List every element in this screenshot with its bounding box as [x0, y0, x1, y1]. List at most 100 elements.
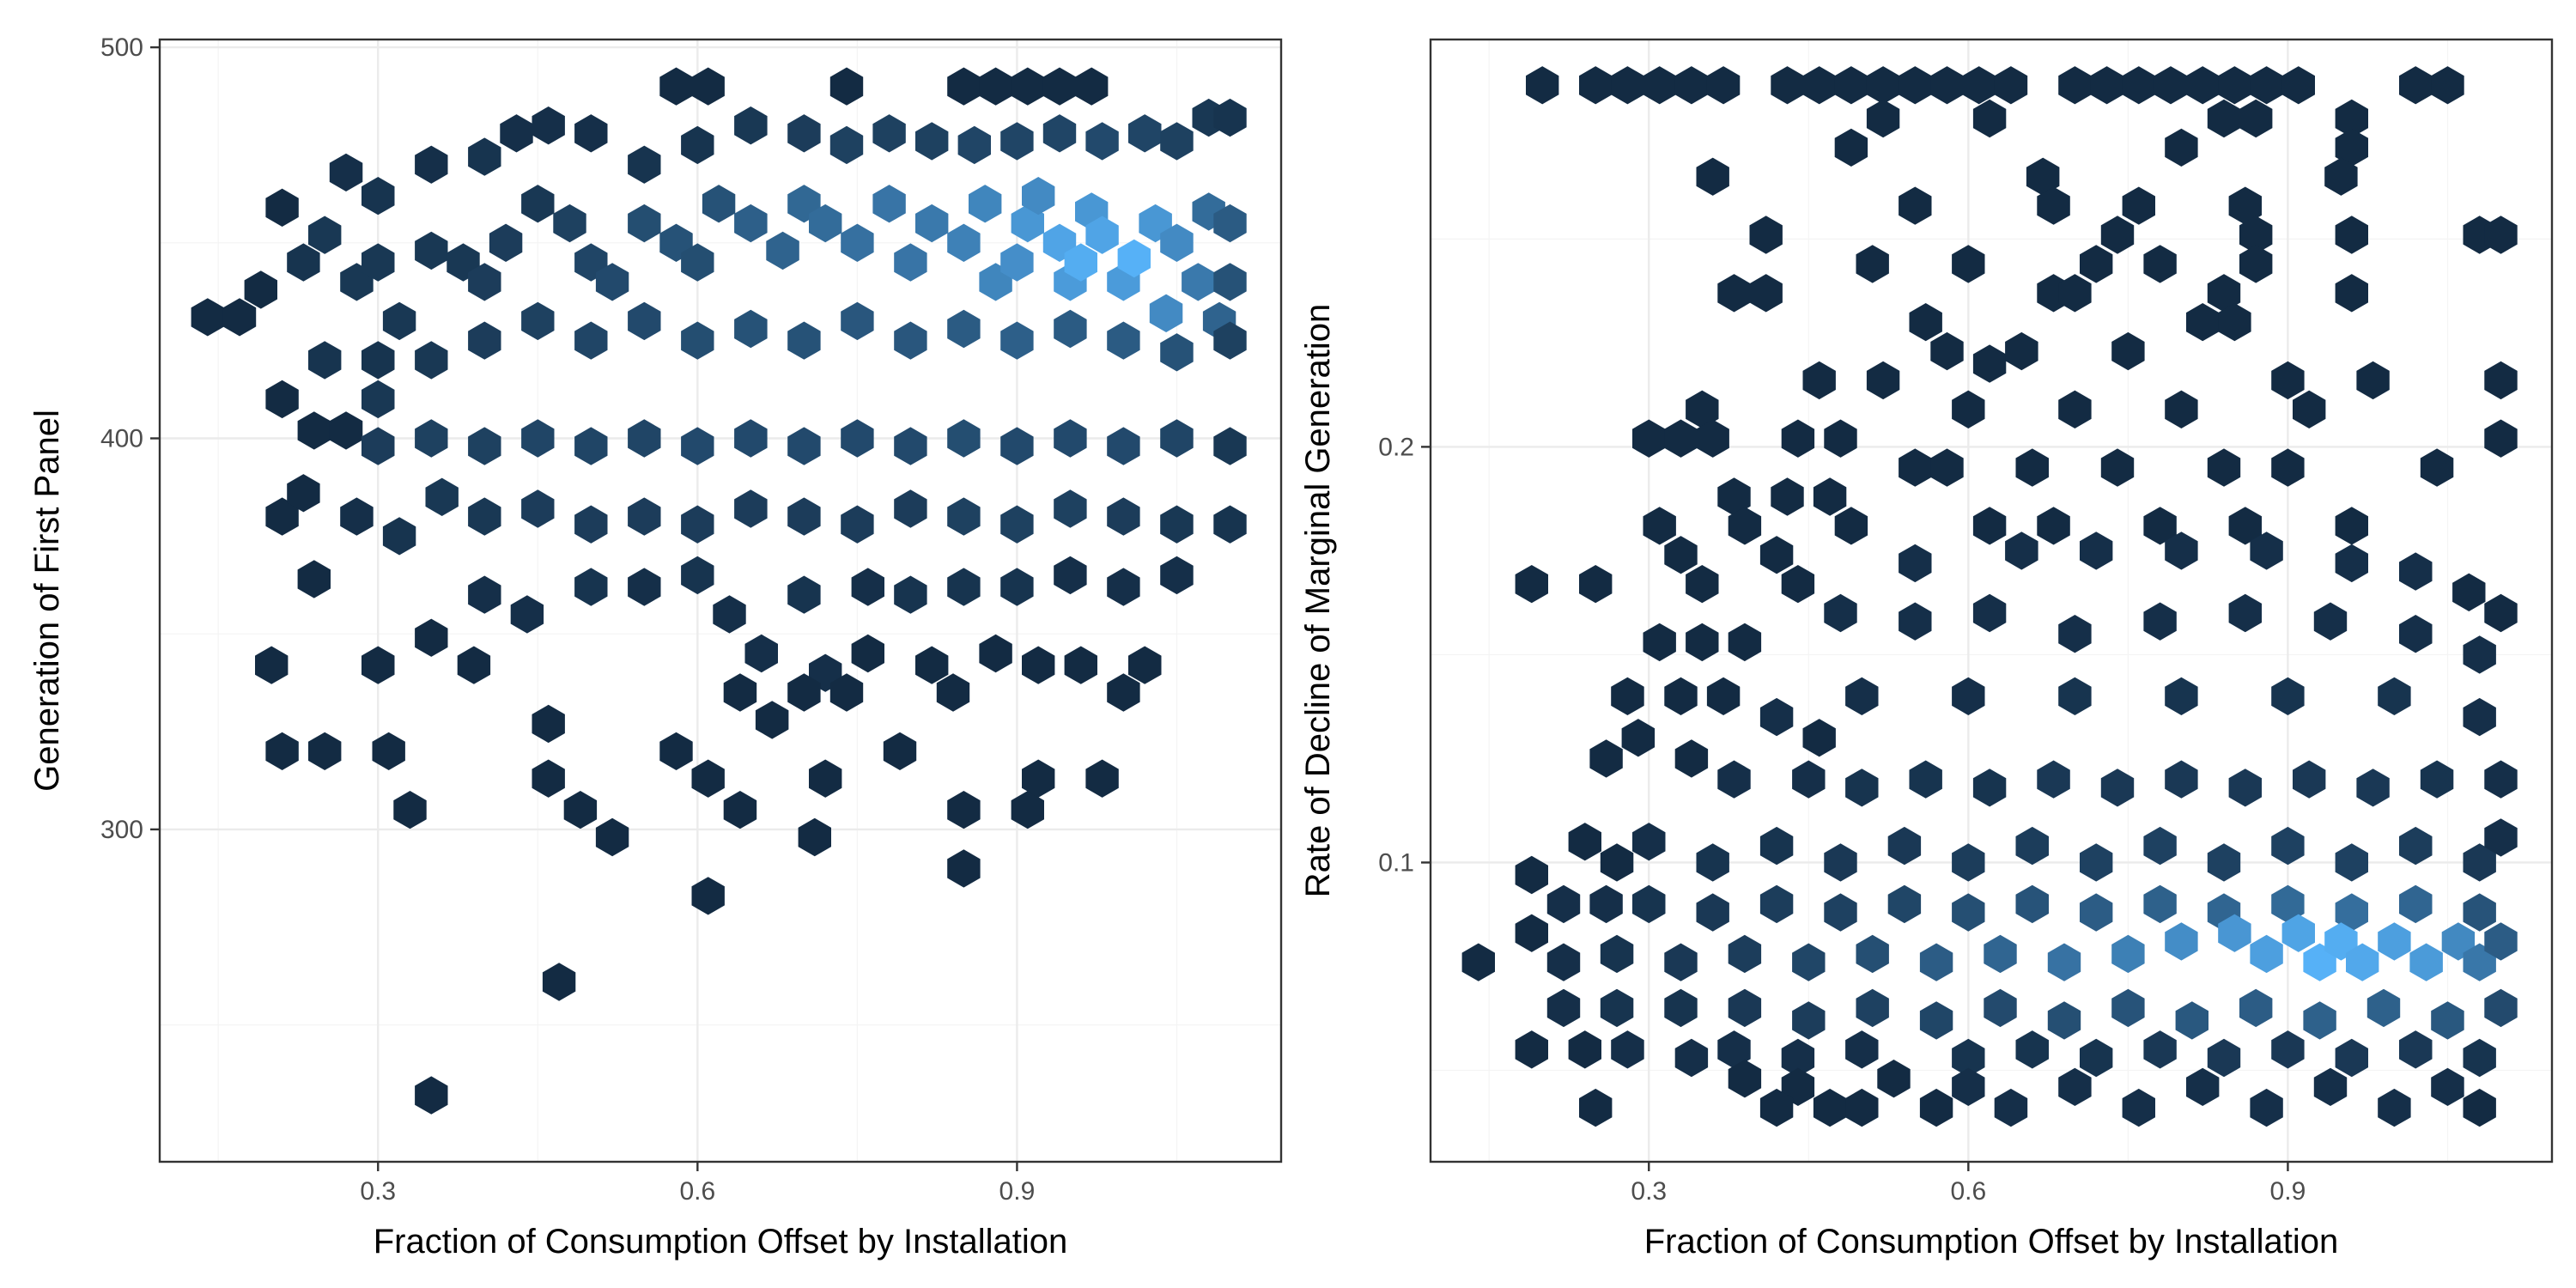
hexbin-cell	[1899, 66, 1932, 105]
hexbin-cell	[1696, 843, 1729, 882]
hexbin-cell	[2058, 274, 2092, 313]
hexbin-cell	[510, 595, 544, 634]
hexbin-cell	[1000, 568, 1034, 606]
hexbin-cell	[1000, 243, 1034, 282]
hexbin-cell	[681, 505, 714, 544]
hexbin-cell	[766, 231, 799, 270]
hexbin-cell	[1579, 66, 1613, 105]
hexbin-cell	[1515, 914, 1548, 952]
hexbin-cell	[1909, 303, 1942, 342]
hexbin-cell	[2335, 1038, 2368, 1078]
hexbin-cell	[1899, 186, 1932, 225]
hexbin-cell	[2143, 507, 2177, 545]
hexbin-cell	[2165, 760, 2198, 799]
panel-right: 0.3 0.6 0.9 0.1 0.2 Fraction of Consumption…	[1299, 38, 2554, 1261]
hexbin-cell	[2271, 884, 2305, 924]
hexbin-cell	[1000, 321, 1034, 360]
hexbin-cell	[947, 791, 981, 829]
y-axis-title: Generation of First Panel	[28, 410, 66, 792]
hexbin-cell	[1717, 477, 1751, 516]
hexbin-layer	[1461, 66, 2518, 1127]
hexbin-cell	[1128, 114, 1162, 153]
hexbin-cell	[2143, 1030, 2177, 1069]
hexbin-cell	[2271, 677, 2305, 715]
hexbin-cell	[829, 125, 864, 165]
hexbin-cell	[2207, 274, 2241, 313]
hexbin-cell	[1909, 760, 1942, 799]
hexbin-cell	[457, 646, 491, 684]
hexbin-cell	[1749, 216, 1783, 254]
hexbin-cell	[1064, 243, 1097, 282]
hexbin-cell	[1568, 823, 1601, 861]
hexbin-cell	[2207, 99, 2241, 138]
hexbin-cell	[979, 67, 1012, 106]
hexbin-cell	[1686, 623, 1719, 662]
hexbin-cell	[1834, 507, 1868, 545]
hexbin-cell	[969, 185, 1002, 223]
hexbin-cell	[1919, 943, 1953, 981]
hexbin-cell	[1792, 943, 1826, 981]
hexbin-cell	[191, 298, 224, 337]
hexbin-cell	[2463, 1088, 2496, 1127]
hexbin-cell	[1515, 565, 1548, 604]
hexbin-cell	[1845, 677, 1879, 715]
hexbin-cell	[1000, 122, 1034, 161]
hexbin-cell	[2058, 1067, 2092, 1106]
x-tick-label: 0.3	[1631, 1177, 1667, 1206]
hexbin-cell	[265, 497, 299, 536]
hexbin-cell	[2250, 1088, 2283, 1127]
panel-left: 0.3 0.6 0.9 300 400 500 Fraction of Consumpt…	[28, 33, 1283, 1261]
hexbin-cell	[1213, 204, 1247, 243]
hexbin-cell	[1728, 1060, 1762, 1098]
hexbin-cell	[681, 243, 714, 282]
hexbin-cell	[2228, 593, 2262, 633]
hexbin-cell	[2100, 769, 2135, 807]
hexbin-cell	[532, 106, 565, 145]
hexbin-cell	[1952, 893, 1985, 932]
hexbin-cell	[1899, 544, 1932, 583]
hexbin-cell	[1579, 565, 1613, 604]
hexbin-cell	[1611, 1030, 1644, 1069]
hexbin-cell	[1213, 505, 1247, 544]
hexbin-cell	[2250, 66, 2283, 105]
hexbin-cell	[574, 321, 608, 360]
hexbin-cell	[1824, 593, 1857, 633]
hexbin-cell	[2271, 1030, 2305, 1069]
hexbin-cell	[1632, 823, 1666, 861]
hexbin-cell	[521, 185, 555, 223]
y-tick-label: 500	[100, 33, 143, 62]
hexbin-cell	[2122, 1088, 2155, 1127]
hexbin-cell	[2399, 66, 2433, 105]
hexbin-cell	[1674, 1038, 1709, 1078]
hexbin-cell	[1042, 67, 1077, 106]
hexbin-cell	[723, 791, 757, 829]
hexbin-cell	[2250, 934, 2283, 974]
hexbin-cell	[1515, 855, 1548, 895]
hexbin-cell	[1824, 419, 1857, 458]
x-tick-label: 0.9	[2270, 1177, 2306, 1206]
hexbin-cell	[1054, 556, 1087, 595]
hexbin-cell	[468, 497, 501, 536]
hexbin-cell	[2378, 677, 2411, 715]
hexbin-cell	[265, 380, 299, 419]
hexbin-cell	[841, 223, 874, 262]
hexbin-cell	[2165, 677, 2198, 715]
hexbin-cell	[2015, 884, 2049, 924]
hexbin-cell	[2399, 884, 2433, 924]
hexbin-cell	[894, 321, 927, 360]
hexbin-cell	[1802, 66, 1836, 105]
hexbin-cell	[2218, 303, 2251, 342]
hexbin-cell	[2154, 66, 2188, 105]
hexbin-cell	[2431, 1001, 2464, 1040]
hexbin-cell	[2228, 186, 2262, 225]
hexbin-cell	[947, 849, 981, 888]
hexbin-cell	[372, 732, 405, 770]
hexbin-cell	[297, 411, 331, 450]
hexbin-cell	[1866, 99, 1900, 138]
hexbin-cell	[2335, 507, 2368, 545]
hexbin-cell	[628, 145, 661, 184]
hexbin-cell	[415, 341, 448, 380]
hexbin-cell	[2420, 448, 2454, 487]
hexbin-cell	[734, 106, 768, 145]
